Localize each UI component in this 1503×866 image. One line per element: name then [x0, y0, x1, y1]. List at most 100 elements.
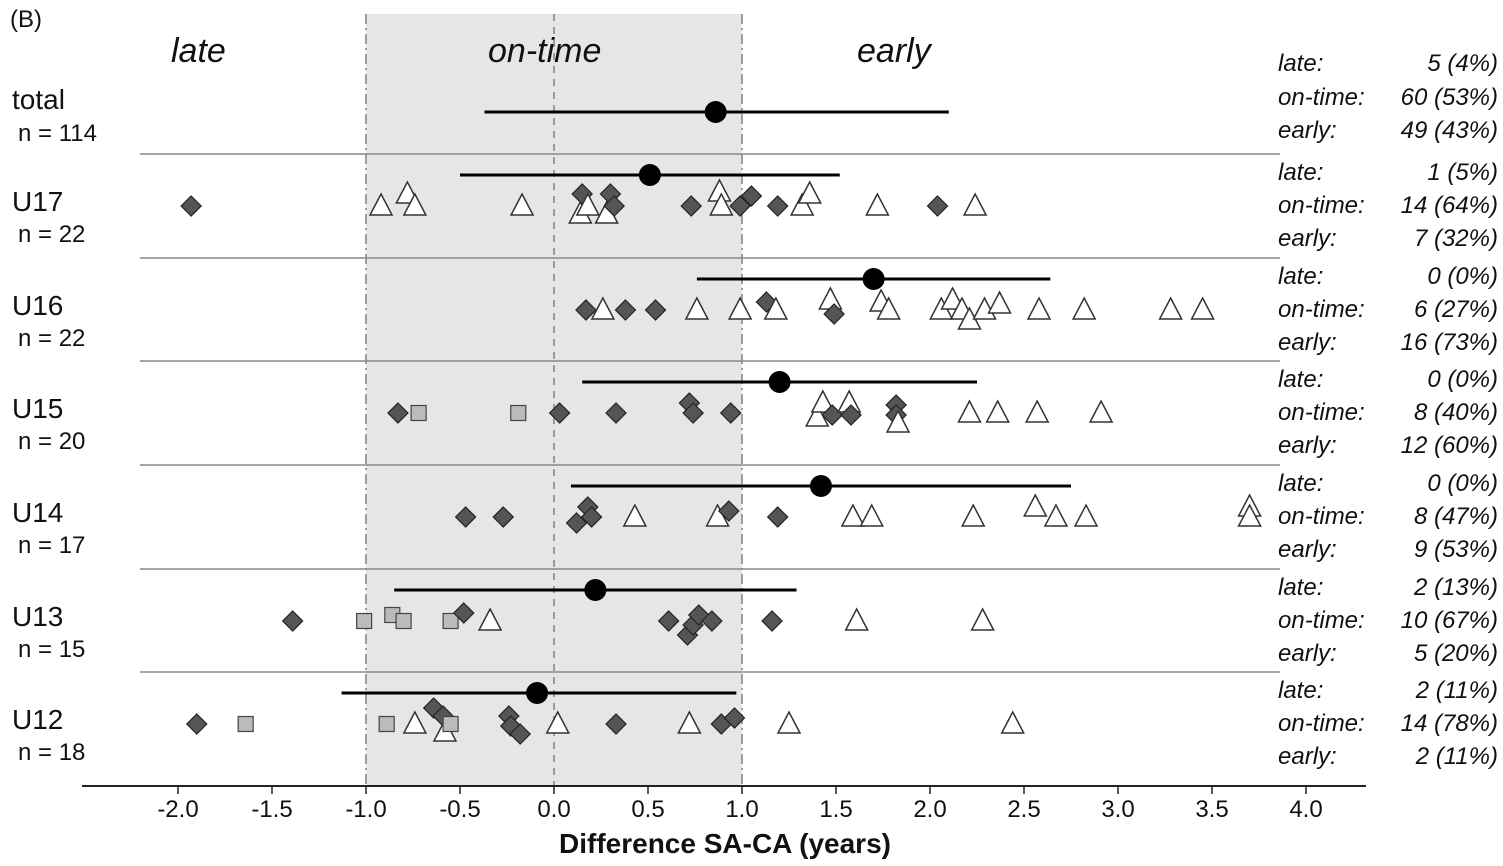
mean-marker	[526, 682, 549, 704]
x-tick-label: -1.5	[251, 796, 293, 823]
data-point-triangle	[1000, 710, 1025, 734]
data-point-triangle	[840, 503, 866, 527]
data-point-diamond	[603, 195, 626, 217]
mean-marker	[809, 475, 832, 497]
data-point-triangle	[810, 389, 836, 413]
stat-label: late:	[1278, 50, 1324, 77]
mean-marker	[768, 371, 791, 393]
data-point-triangle	[575, 192, 601, 216]
stat-label: on-time:	[1278, 296, 1365, 323]
stat-value: 6 (27%)	[1413, 296, 1498, 323]
group-name: total	[12, 84, 65, 115]
data-point-triangle	[859, 503, 884, 527]
stat-label: early:	[1278, 536, 1337, 563]
stat-label: on-time:	[1278, 607, 1365, 634]
data-point-diamond	[185, 713, 208, 735]
data-point-triangle	[865, 192, 890, 216]
data-point-triangle	[545, 710, 570, 734]
data-point-triangle	[368, 192, 394, 216]
data-point-diamond	[717, 500, 740, 522]
stat-label: early:	[1278, 225, 1337, 252]
x-tick-label: 3.5	[1195, 796, 1229, 823]
mean-marker	[584, 579, 607, 601]
x-tick-label: -0.5	[439, 796, 481, 823]
group-n-label: n = 15	[18, 636, 86, 663]
data-point-triangle	[1073, 503, 1099, 527]
data-point-triangle	[709, 192, 734, 216]
data-point-triangle	[1026, 296, 1052, 320]
stat-label: on-time:	[1278, 399, 1365, 426]
mean-marker	[862, 268, 885, 290]
stat-value: 14 (78%)	[1400, 710, 1498, 737]
mean-marker	[638, 164, 661, 186]
x-tick-label: 2.0	[913, 796, 947, 823]
group-name: U12	[12, 704, 64, 735]
data-point-triangle	[1088, 399, 1114, 423]
data-point-square	[395, 612, 412, 630]
data-point-square	[442, 612, 459, 630]
data-point-triangle	[961, 503, 986, 527]
stat-label: on-time:	[1278, 503, 1365, 530]
x-tick-label: 1.0	[725, 796, 759, 823]
x-tick-label: 3.0	[1101, 796, 1135, 823]
data-point-diamond	[766, 506, 789, 528]
data-point-triangle	[677, 710, 702, 734]
data-point-triangle	[727, 296, 753, 320]
stat-value: 10 (67%)	[1400, 607, 1498, 634]
data-point-triangle	[1071, 296, 1097, 320]
zone-label-early: early	[857, 32, 931, 70]
data-point-triangle	[789, 192, 815, 216]
zone-label-ontime: on-time	[488, 32, 602, 70]
data-point-triangle	[402, 192, 428, 216]
data-point-diamond	[761, 610, 783, 632]
data-point-diamond	[575, 299, 597, 321]
data-point-triangle	[818, 286, 843, 310]
stat-label: late:	[1278, 263, 1324, 290]
stat-label: late:	[1278, 159, 1324, 186]
data-point-triangle	[940, 286, 965, 310]
data-point-triangle	[962, 192, 988, 216]
stat-value: 2 (11%)	[1415, 743, 1498, 770]
stat-label: early:	[1278, 329, 1337, 356]
data-point-diamond	[492, 506, 515, 528]
mean-marker	[704, 101, 727, 123]
data-point-diamond	[452, 602, 475, 624]
data-point-diamond	[701, 610, 723, 632]
stat-label: early:	[1278, 743, 1337, 770]
stat-value: 12 (60%)	[1400, 432, 1498, 459]
data-point-triangle	[590, 296, 616, 320]
data-point-triangle	[509, 192, 535, 216]
data-point-square	[378, 715, 395, 733]
data-point-diamond	[565, 512, 588, 534]
stat-label: late:	[1278, 677, 1324, 704]
stat-label: late:	[1278, 366, 1324, 393]
panel-tag: (B)	[10, 6, 42, 33]
group-name: U16	[12, 290, 64, 321]
data-point-diamond	[926, 195, 949, 217]
stat-label: on-time:	[1278, 84, 1365, 111]
zone-label-late: late	[171, 32, 226, 70]
data-point-triangle	[876, 296, 901, 320]
group-n-label: n = 114	[18, 120, 97, 147]
stat-value: 8 (47%)	[1413, 503, 1498, 530]
x-tick-label: 1.5	[819, 796, 853, 823]
data-point-triangle	[622, 503, 648, 527]
data-point-diamond	[509, 723, 532, 745]
stat-label: late:	[1278, 470, 1324, 497]
data-point-triangle	[1237, 503, 1262, 527]
stat-label: early:	[1278, 432, 1337, 459]
stat-value: 5 (20%)	[1413, 640, 1498, 667]
data-point-triangle	[1024, 399, 1050, 423]
data-point-triangle	[844, 607, 869, 631]
stat-label: late:	[1278, 574, 1324, 601]
group-n-label: n = 20	[18, 428, 86, 455]
group-name: U14	[12, 497, 64, 528]
stat-value: 1 (5%)	[1427, 159, 1498, 186]
data-point-triangle	[402, 710, 428, 734]
data-point-triangle	[477, 607, 503, 631]
stat-label: on-time:	[1278, 192, 1365, 219]
stat-value: 0 (0%)	[1427, 470, 1498, 497]
x-tick-label: -2.0	[157, 796, 199, 823]
data-point-diamond	[644, 299, 667, 321]
